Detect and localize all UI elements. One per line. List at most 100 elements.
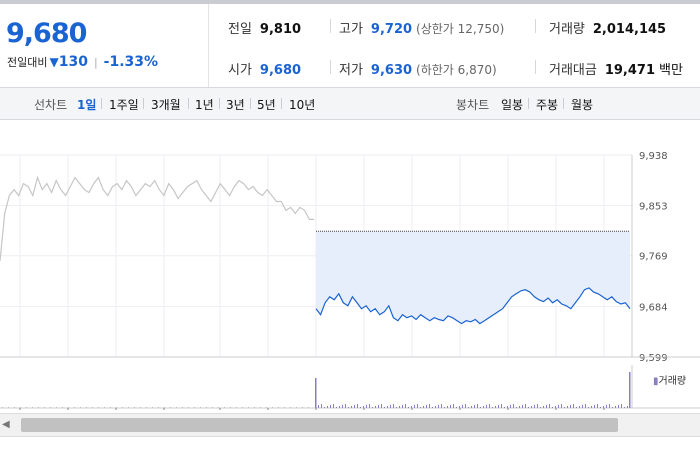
- volume-bar: [537, 404, 538, 408]
- y-tick-label: 9,684: [639, 302, 668, 313]
- volume-bar: [272, 407, 273, 408]
- volume-bar: [104, 407, 105, 408]
- volume-bar: [615, 406, 616, 408]
- volume-bar: [176, 407, 177, 408]
- volume-bar: [510, 405, 511, 408]
- volume-bar: [450, 405, 451, 408]
- volume-bar: [414, 405, 415, 408]
- volume-bar: [504, 407, 505, 408]
- volume-bar: [456, 407, 457, 408]
- y-tick-label: 9,769: [639, 252, 668, 263]
- volume-bar: [366, 405, 367, 408]
- volume-bar: [438, 405, 439, 408]
- volume-bar: [588, 407, 589, 408]
- volume-bar: [591, 406, 592, 408]
- high-price: 고가 9,720 (상한가 12,750): [339, 22, 505, 37]
- volume-bar: [248, 407, 249, 408]
- volume-bar: [471, 406, 472, 408]
- volume-bar: [164, 407, 165, 408]
- tab-10year[interactable]: 10년: [289, 98, 316, 112]
- volume-bar: [480, 407, 481, 408]
- volume-bar: [333, 404, 334, 408]
- volume-bar: [498, 405, 499, 408]
- volume-bar: [627, 406, 628, 408]
- volume-bar: [372, 407, 373, 408]
- volume-bar: [459, 406, 460, 408]
- tab-5year[interactable]: 5년: [257, 98, 276, 112]
- prev-day-line: [0, 175, 314, 262]
- volume-bar: [519, 406, 520, 408]
- volume-bar: [546, 405, 547, 408]
- volume-bar: [116, 407, 117, 408]
- tab-3year[interactable]: 3년: [226, 98, 245, 112]
- volume-bar: [357, 404, 358, 408]
- volume-bar: [152, 407, 153, 408]
- chart-scrollbar[interactable]: ◀: [0, 413, 700, 437]
- volume-bar: [122, 407, 123, 408]
- volume: 거래량 2,014,145: [549, 22, 667, 37]
- volume-bar: [62, 407, 63, 408]
- candle-chart-label: 봉차트: [456, 98, 490, 112]
- volume-bar: [411, 406, 412, 408]
- tab-3month[interactable]: 3개월: [151, 98, 181, 112]
- today-fill-area: [316, 231, 630, 324]
- tab-1year[interactable]: 1년: [195, 98, 214, 112]
- volume-bar: [576, 407, 577, 408]
- y-tick-label: 9,853: [639, 202, 668, 213]
- volume-bar: [50, 407, 51, 408]
- turnover: 거래대금 19,471 백만: [549, 63, 683, 78]
- volume-bar: [387, 406, 388, 408]
- volume-bar: [80, 407, 81, 408]
- tab-1week[interactable]: 1주일: [109, 98, 139, 112]
- volume-bar: [32, 407, 33, 408]
- tab-weekly-candle[interactable]: 주봉: [536, 98, 559, 112]
- volume-bar: [384, 407, 385, 408]
- volume-bar: [600, 407, 601, 408]
- volume-bar: [402, 405, 403, 408]
- volume-bar: [561, 404, 562, 408]
- volume-bar: [351, 406, 352, 408]
- volume-bar: [522, 405, 523, 408]
- volume-bar: [188, 407, 189, 408]
- volume-bar: [26, 407, 27, 408]
- volume-bar: [501, 404, 502, 408]
- volume-bar: [236, 407, 237, 408]
- volume-bar: [345, 404, 346, 408]
- volume-bar: [594, 405, 595, 408]
- volume-bar: [98, 407, 99, 408]
- volume-bar: [447, 406, 448, 408]
- volume-bar: [567, 406, 568, 408]
- tab-1day[interactable]: 1일: [77, 98, 97, 112]
- change-rate: -1.33%: [103, 54, 159, 70]
- volume-bar: [516, 407, 517, 408]
- volume-bar: [549, 404, 550, 408]
- volume-bar: [621, 404, 622, 408]
- price-chart: 9,938 9,853 9,769 9,684 9,599 ▮거래량: [0, 120, 700, 411]
- volume-bar: [242, 407, 243, 408]
- volume-bar: [405, 404, 406, 408]
- volume-bar: [453, 404, 454, 408]
- current-price-box: 9,680 전일대비 ▼130 | -1.33%: [0, 4, 209, 87]
- volume-bar: [336, 407, 337, 408]
- volume-bar: [513, 404, 514, 408]
- volume-bar: [92, 407, 93, 408]
- scroll-left-icon[interactable]: ◀: [2, 419, 10, 430]
- scroll-thumb[interactable]: [21, 418, 618, 432]
- tab-daily-candle[interactable]: 일봉: [501, 98, 524, 112]
- volume-bar: [182, 407, 183, 408]
- volume-bar: [507, 406, 508, 408]
- volume-bar: [296, 407, 297, 408]
- volume-bar: [8, 407, 9, 408]
- volume-bar: [420, 407, 421, 408]
- volume-bar: [432, 407, 433, 408]
- volume-bar: [38, 407, 39, 408]
- volume-bar: [618, 405, 619, 408]
- volume-bar: [489, 404, 490, 408]
- volume-bar: [86, 407, 87, 408]
- volume-bar: [324, 407, 325, 408]
- tab-monthly-candle[interactable]: 월봉: [571, 98, 594, 112]
- volume-legend: ▮거래량: [653, 376, 687, 387]
- top-divider: [0, 0, 700, 4]
- volume-bar: [110, 407, 111, 408]
- volume-bar: [308, 407, 309, 408]
